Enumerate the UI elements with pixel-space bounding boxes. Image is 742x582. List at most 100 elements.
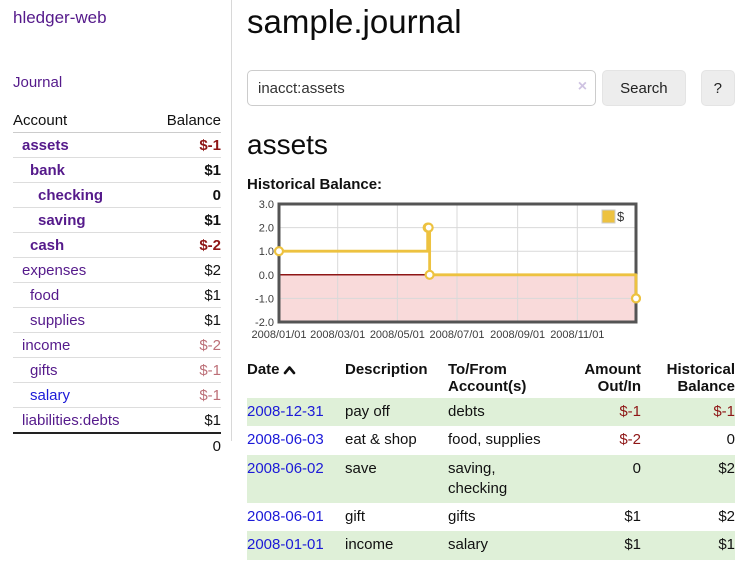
account-row-expenses: expenses $2	[13, 257, 221, 283]
sidebar: hledger-web Journal Account Balance asse…	[0, 0, 232, 459]
transaction-date-link[interactable]: 2008-06-02	[247, 459, 324, 477]
transaction-accounts: food, supplies	[448, 431, 541, 449]
account-balance: $-2	[150, 332, 221, 358]
account-link-food[interactable]: food	[30, 287, 60, 304]
transaction-date-link[interactable]: 2008-06-03	[247, 431, 324, 449]
transaction-description: save	[345, 454, 448, 503]
account-row-checking: checking 0	[13, 182, 221, 208]
account-balance: $1	[150, 207, 221, 233]
transaction-amount: 0	[576, 454, 641, 503]
transaction-date-link[interactable]: 2008-01-01	[247, 536, 324, 554]
account-balance: $1	[150, 407, 221, 433]
help-button[interactable]: ?	[700, 70, 735, 106]
transaction-accounts: gifts	[448, 508, 476, 525]
account-link-supplies[interactable]: supplies	[30, 312, 86, 329]
accounts-total-value: 0	[150, 432, 221, 459]
transaction-accounts: debts	[448, 398, 576, 427]
account-balance: $2	[150, 257, 221, 283]
transaction-description: pay off	[345, 398, 448, 427]
account-link-bank[interactable]: bank	[30, 162, 66, 179]
svg-text:$: $	[617, 209, 625, 224]
account-row-food: food $1	[13, 282, 221, 308]
register-header-row: Date Description To/From Account(s) Amou…	[247, 359, 735, 398]
register-header-date[interactable]: Date	[247, 359, 345, 398]
account-link-expenses[interactable]: expenses	[22, 262, 87, 279]
account-balance: 0	[150, 182, 221, 208]
accounts-table-header: Account Balance	[13, 108, 221, 133]
page-title: sample.journal	[247, 3, 462, 40]
account-link-saving[interactable]: saving	[38, 212, 86, 229]
svg-text:1.0: 1.0	[259, 246, 274, 258]
accounts-header-account: Account	[13, 108, 151, 133]
register-row: 2008-06-03 eat & shop food, supplies $-2…	[247, 426, 735, 454]
transaction-accounts: salary	[448, 531, 576, 560]
transaction-balance: $2	[641, 454, 735, 503]
register-header-accounts: To/From Account(s)	[448, 361, 527, 395]
account-balance: $1	[150, 157, 221, 183]
account-link-income[interactable]: income	[22, 337, 71, 354]
account-balance: $1	[150, 282, 221, 308]
svg-text:-1.0: -1.0	[255, 293, 274, 305]
account-link-gifts[interactable]: gifts	[30, 362, 58, 379]
account-row-salary: salary $-1	[13, 382, 221, 408]
account-balance: $1	[150, 307, 221, 333]
svg-text:2008/11/01: 2008/11/01	[550, 329, 604, 341]
search-input[interactable]	[247, 70, 597, 106]
svg-text:2.0: 2.0	[259, 223, 274, 235]
main-pane: sample.journal × Search ? assets Histori…	[247, 0, 735, 560]
account-balance: $-1	[150, 132, 221, 158]
transaction-amount: $1	[576, 531, 641, 560]
chart-title: Historical Balance:	[247, 176, 383, 193]
transaction-amount: $1	[624, 508, 641, 525]
transaction-balance: 0	[726, 431, 735, 449]
transaction-amount: $-2	[619, 431, 641, 449]
svg-text:2008/01/01: 2008/01/01	[251, 329, 306, 341]
register-row: 2008-06-01 gift gifts $1 $2	[247, 503, 735, 531]
account-link-checking[interactable]: checking	[38, 187, 104, 204]
register-table: Date Description To/From Account(s) Amou…	[247, 359, 735, 560]
search-bar: × Search ?	[247, 70, 735, 106]
account-row-bank: bank $1	[13, 157, 221, 183]
register-row: 2008-12-31 pay off debts $-1 $-1	[247, 398, 735, 427]
accounts-header-balance: Balance	[150, 108, 221, 133]
transaction-balance: $-1	[641, 398, 735, 427]
register-header-amount: Amount Out/In	[584, 361, 641, 395]
account-row-supplies: supplies $1	[13, 307, 221, 333]
svg-text:2008/09/01: 2008/09/01	[490, 329, 545, 341]
transaction-balance: $1	[641, 531, 735, 560]
account-heading: assets	[247, 129, 328, 160]
svg-text:2008/05/01: 2008/05/01	[370, 329, 425, 341]
search-button[interactable]: Search	[602, 70, 686, 106]
accounts-table: Account Balance assets $-1 bank $1 check…	[13, 108, 221, 459]
register-header-balance: Historical Balance	[666, 361, 735, 395]
account-link-assets[interactable]: assets	[22, 137, 69, 154]
account-row-cash: cash $-2	[13, 232, 221, 258]
account-balance: $-1	[150, 357, 221, 383]
account-balance: $-2	[150, 232, 221, 258]
app-brand-link[interactable]: hledger-web	[13, 8, 107, 27]
svg-text:3.0: 3.0	[259, 200, 274, 211]
account-row-income: income $-2	[13, 332, 221, 358]
account-link-liabilities-debts[interactable]: liabilities:debts	[22, 412, 120, 429]
transaction-accounts: saving, checking	[448, 454, 576, 503]
svg-text:2008/07/01: 2008/07/01	[429, 329, 484, 341]
transaction-date-link[interactable]: 2008-06-01	[247, 508, 324, 525]
account-row-gifts: gifts $-1	[13, 357, 221, 383]
clear-search-icon[interactable]: ×	[577, 78, 588, 95]
account-row-saving: saving $1	[13, 207, 221, 233]
register-row: 2008-01-01 income salary $1 $1	[247, 531, 735, 560]
accounts-total-row: 0	[13, 432, 221, 459]
transaction-amount: $-1	[576, 398, 641, 427]
svg-text:0.0: 0.0	[259, 270, 274, 282]
transaction-description: eat & shop	[345, 431, 417, 449]
account-row-liabilities-debts: liabilities:debts $1	[13, 407, 221, 433]
account-link-cash[interactable]: cash	[30, 237, 65, 254]
account-balance: $-1	[150, 382, 221, 408]
register-row: 2008-06-02 save saving, checking 0 $2	[247, 454, 735, 503]
transaction-date-link[interactable]: 2008-12-31	[247, 403, 324, 420]
sort-ascending-icon	[283, 362, 296, 379]
sidebar-item-journal[interactable]: Journal	[13, 74, 63, 91]
transaction-description: gift	[345, 508, 366, 525]
account-link-salary[interactable]: salary	[30, 387, 71, 404]
